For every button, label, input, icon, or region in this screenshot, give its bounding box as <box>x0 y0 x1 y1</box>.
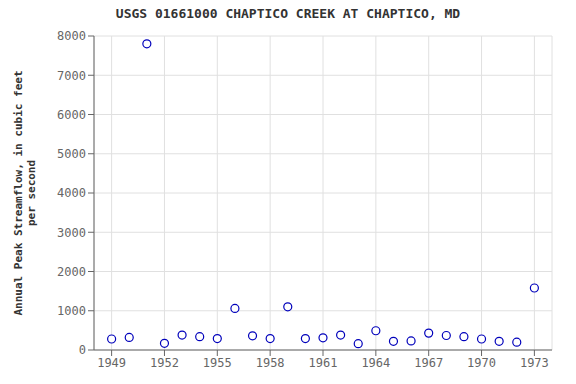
svg-text:3000: 3000 <box>57 226 86 240</box>
svg-text:6000: 6000 <box>57 108 86 122</box>
svg-text:1952: 1952 <box>150 356 179 370</box>
svg-text:1955: 1955 <box>203 356 232 370</box>
svg-text:8000: 8000 <box>57 29 86 43</box>
svg-text:1964: 1964 <box>361 356 390 370</box>
svg-text:1973: 1973 <box>520 356 549 370</box>
svg-text:1961: 1961 <box>309 356 338 370</box>
svg-text:1970: 1970 <box>467 356 496 370</box>
svg-text:1000: 1000 <box>57 304 86 318</box>
svg-text:2000: 2000 <box>57 265 86 279</box>
svg-text:5000: 5000 <box>57 147 86 161</box>
svg-text:1958: 1958 <box>256 356 285 370</box>
svg-text:7000: 7000 <box>57 69 86 83</box>
svg-text:4000: 4000 <box>57 186 86 200</box>
svg-text:Annual Peak Streamflow, in cub: Annual Peak Streamflow, in cubic feetper… <box>12 70 38 315</box>
html-text:USGS 01661000 CHAPTICO CREEK A: USGS 01661000 CHAPTICO CREEK AT CHAPTICO… <box>115 6 461 21</box>
svg-text:1967: 1967 <box>414 356 443 370</box>
svg-text:1949: 1949 <box>97 356 126 370</box>
svg-text:0: 0 <box>79 343 86 357</box>
